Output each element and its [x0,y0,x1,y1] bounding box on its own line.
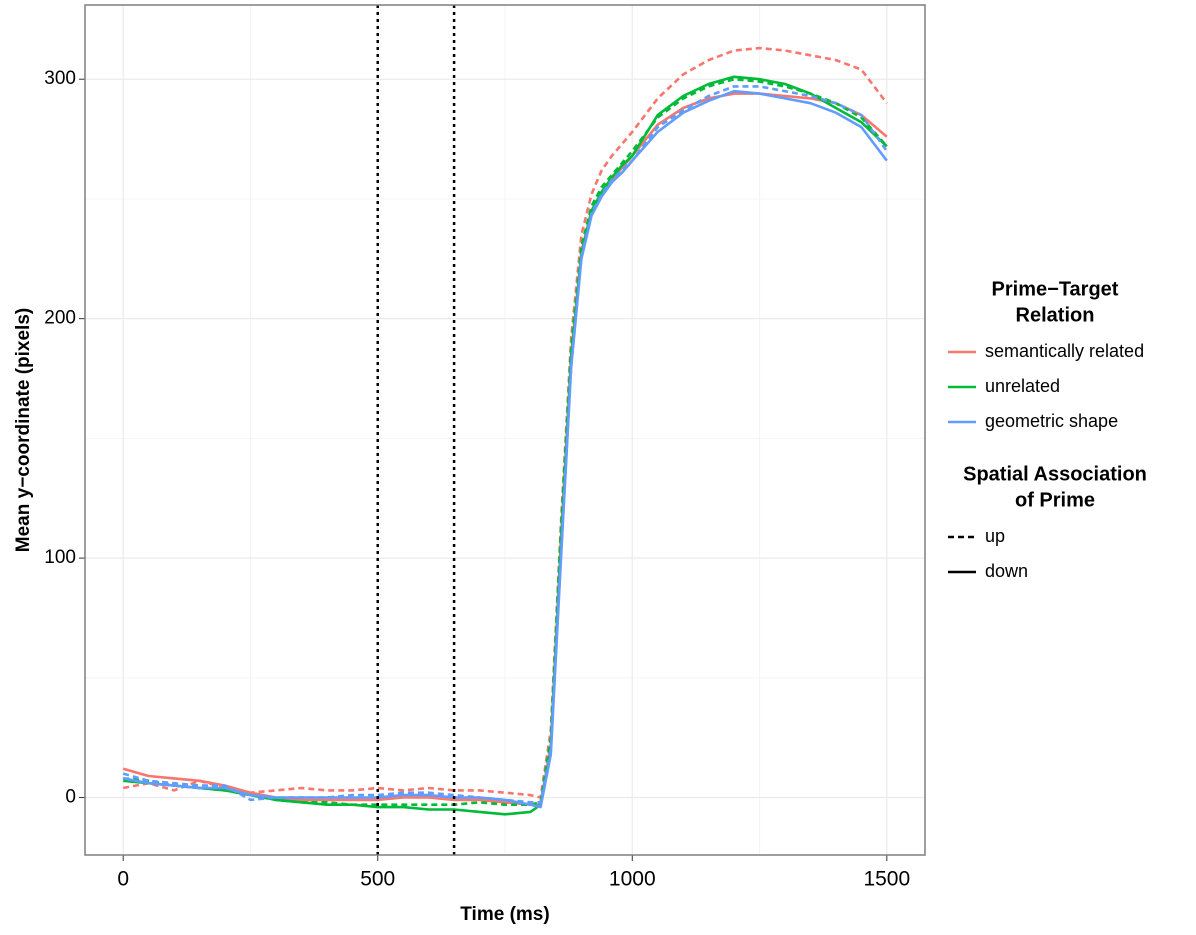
y-tick-label: 100 [44,547,76,568]
x-tick-label: 0 [117,868,129,891]
y-tick-label: 200 [44,308,76,329]
series-line [122,85,888,804]
legend-title: Spatial Association [963,463,1147,485]
x-tick-label: 1500 [863,868,910,891]
legend-title: of Prime [1015,489,1095,511]
legend-label: down [985,561,1028,581]
legend-label: semantically related [985,341,1144,361]
panel-border [84,4,926,856]
legend-title: Relation [1016,304,1095,326]
x-axis-title: Time (ms) [460,904,549,925]
y-tick-label: 0 [65,787,76,808]
x-tick-label: 500 [360,868,395,891]
y-tick-label: 300 [44,68,76,89]
series-line [122,89,888,809]
x-tick-label: 1000 [609,868,656,891]
y-axis-title: Mean y−coordinate (pixels) [13,308,34,552]
legend-label: up [985,526,1005,546]
legend-label: geometric shape [985,411,1118,431]
legend-label: unrelated [985,376,1060,396]
legend-title: Prime−Target [992,278,1119,300]
